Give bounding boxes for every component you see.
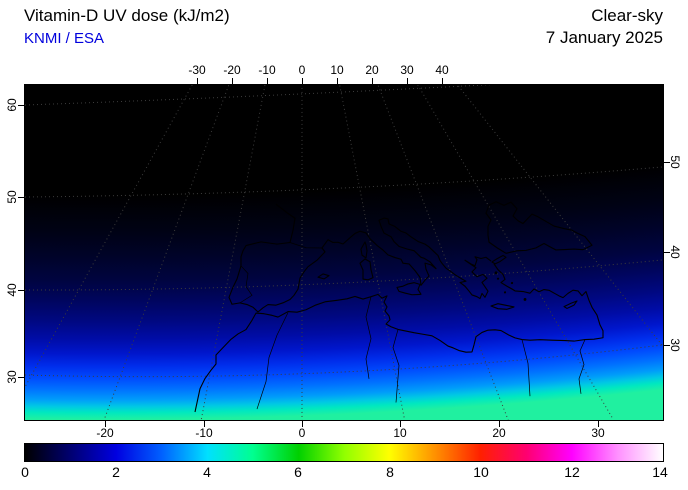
colorbar-label: 12	[564, 464, 580, 480]
axis-tick	[302, 421, 303, 427]
axis-label-top: -20	[223, 63, 241, 77]
map-canvas	[24, 84, 664, 421]
axis-tick	[499, 421, 500, 427]
small-islands	[494, 271, 527, 301]
axis-tick	[204, 421, 205, 427]
colorbar	[24, 443, 664, 462]
axis-label-top: 0	[298, 63, 306, 77]
colorbar-label: 2	[112, 464, 120, 480]
axis-tick	[18, 197, 24, 198]
axis-tick	[372, 78, 373, 84]
axis-label-left: 60	[5, 98, 19, 112]
colorbar-label: 6	[294, 464, 302, 480]
axis-tick	[18, 290, 24, 291]
axis-label-bottom: -10	[195, 426, 213, 440]
axis-tick	[18, 105, 24, 106]
axis-tick	[232, 78, 233, 84]
country-borders	[239, 242, 586, 410]
axis-tick	[442, 78, 443, 84]
axis-tick	[664, 345, 670, 346]
axis-label-right: 30	[668, 338, 682, 352]
axis-label-bottom: 20	[492, 426, 506, 440]
sky-condition-label: Clear-sky	[591, 6, 663, 25]
coastlines-overlay	[25, 85, 663, 420]
axis-label-bottom: -20	[96, 426, 114, 440]
axis-label-top: -30	[188, 63, 206, 77]
axis-label-top: 30	[400, 63, 414, 77]
axis-label-top: 20	[365, 63, 379, 77]
colorbar-label: 0	[21, 464, 29, 480]
axis-label-left: 40	[5, 283, 19, 297]
axis-tick	[267, 78, 268, 84]
axis-tick	[400, 421, 401, 427]
colorbar-label: 14	[652, 464, 668, 480]
axis-tick	[197, 78, 198, 84]
axis-label-top: 10	[330, 63, 344, 77]
colorbar-label: 8	[386, 464, 394, 480]
figure-title: Vitamin-D UV dose (kJ/m2)	[24, 6, 230, 25]
axis-tick	[407, 78, 408, 84]
axis-label-bottom: 0	[298, 426, 306, 440]
colorbar-gradient	[25, 444, 663, 461]
axis-tick	[337, 78, 338, 84]
graticule	[25, 85, 663, 420]
date-label: 7 January 2025	[545, 28, 663, 47]
coastline-paths	[194, 201, 604, 413]
axis-label-right: 50	[668, 155, 682, 169]
colorbar-label: 4	[203, 464, 211, 480]
axis-tick	[302, 78, 303, 84]
axis-tick	[105, 421, 106, 427]
axis-label-left: 30	[5, 370, 19, 384]
axis-tick	[664, 252, 670, 253]
axis-label-left: 50	[5, 190, 19, 204]
axis-label-bottom: 30	[591, 426, 605, 440]
axis-label-bottom: 10	[393, 426, 407, 440]
axis-label-top: -10	[258, 63, 276, 77]
axis-label-right: 40	[668, 245, 682, 259]
colorbar-label: 10	[473, 464, 489, 480]
source-credit: KNMI / ESA	[24, 30, 105, 47]
axis-label-top: 40	[435, 63, 449, 77]
axis-tick	[664, 162, 670, 163]
axis-tick	[598, 421, 599, 427]
axis-tick	[18, 377, 24, 378]
